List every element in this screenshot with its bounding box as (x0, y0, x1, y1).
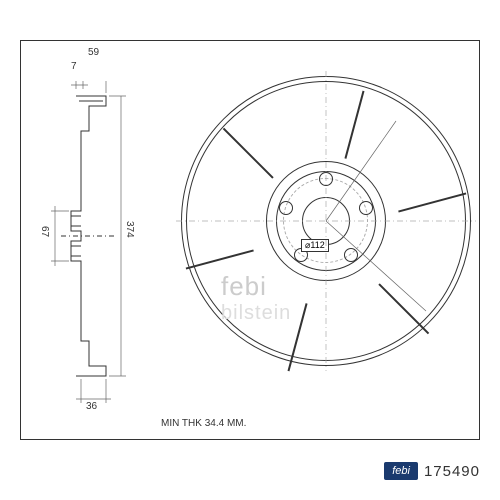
dim-bore: 67 (39, 226, 50, 237)
part-number: 175490 (424, 463, 480, 480)
side-profile-svg (31, 81, 141, 411)
side-view: 7 59 67 374 36 (31, 81, 141, 411)
pcd-label: ⌀112 (301, 239, 329, 252)
dim-hub-depth: 59 (88, 47, 99, 58)
part-number-box: febi 175490 (384, 462, 480, 480)
front-view: ⌀112 (176, 71, 476, 371)
bolt-hole (344, 248, 358, 262)
bolt-hole (279, 201, 293, 215)
bolt-hole (319, 172, 333, 186)
min-thickness-note: MIN THK 34.4 MM. (161, 418, 246, 429)
drawing-frame: 7 59 67 374 36 ⌀112 MIN THK 34.4 MM. feb… (20, 40, 480, 440)
bolt-hole (359, 201, 373, 215)
center-bore (302, 197, 350, 245)
brand-badge: febi (384, 462, 418, 480)
dim-outer-diameter: 374 (124, 221, 135, 238)
dim-thickness: 36 (86, 401, 97, 412)
dim-flange-offset: 7 (71, 61, 77, 72)
